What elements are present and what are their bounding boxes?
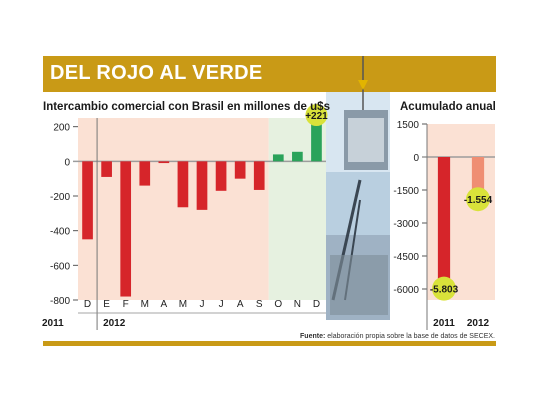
x-tick-label: M [141, 299, 149, 310]
bar-j [215, 161, 227, 191]
acc-x-label: 2011 [433, 318, 455, 329]
bar-j [196, 161, 208, 210]
bar-o [272, 154, 284, 162]
x-tick-label: A [161, 299, 168, 310]
bar-d [82, 161, 93, 240]
bar-s [253, 161, 265, 190]
accumulated-background [427, 124, 495, 300]
acc-bars: -5.803 2011 -1.554 2012 [430, 157, 493, 329]
acc-value-label: -1.554 [464, 195, 493, 206]
x-tick-label: D [313, 299, 320, 310]
highlight-value-label: +221 [305, 111, 328, 122]
acc-bar-2011 [437, 157, 451, 285]
source-label: Fuente: [300, 333, 326, 340]
source-note: Fuente: elaboración propia sobre la base… [190, 333, 495, 340]
highlight-marker [305, 104, 328, 127]
header-title: DEL ROJO AL VERDE [50, 62, 263, 84]
x-tick-label: D [84, 299, 91, 310]
x-tick-label: E [103, 299, 110, 310]
acc-value-marker [432, 276, 456, 301]
x-tick-label: F [123, 299, 129, 310]
bar-m [139, 161, 151, 186]
acc-bar-2012 [471, 157, 485, 192]
bar-a [234, 161, 246, 179]
x-tick-label: S [256, 299, 263, 310]
main-bars: +221 [82, 104, 328, 297]
main-chart-title: Intercambio comercial con Brasil en mill… [43, 101, 330, 113]
port-photo [326, 56, 390, 320]
x-tick-label: A [237, 299, 244, 310]
acc-y-tick-label: -1500 [393, 186, 419, 197]
acc-y-tick-label: 1500 [397, 120, 420, 131]
acc-y-tick-label: 0 [413, 153, 419, 164]
acc-chart-title: Acumulado anual [400, 101, 496, 113]
bar-m [177, 161, 189, 208]
year-label: 2011 [42, 318, 64, 329]
x-tick-label: O [274, 299, 282, 310]
footer-rule [43, 341, 496, 346]
acc-value-marker [466, 187, 490, 212]
bar-n [292, 151, 303, 162]
main-y-tick-label: 200 [53, 123, 70, 134]
bar-f [120, 161, 132, 297]
source-text: elaboración propia sobre la base de dato… [327, 333, 495, 340]
acc-value-label: -5.803 [430, 285, 459, 296]
main-y-tick-label: -400 [50, 227, 70, 238]
x-tick-label: N [294, 299, 301, 310]
main-y-tick-label: -800 [50, 296, 70, 307]
bar-a [158, 161, 170, 164]
x-tick-label: J [219, 299, 224, 310]
bar-d [311, 123, 322, 162]
acc-y-tick-label: -4500 [393, 252, 419, 263]
header-bar [43, 56, 496, 92]
negative-zone-background [78, 118, 269, 300]
acc-y-tick-label: -3000 [393, 219, 419, 230]
main-y-tick-label: -200 [50, 192, 70, 203]
acc-x-label: 2012 [467, 318, 490, 329]
bar-e [101, 161, 112, 177]
x-tick-label: M [179, 299, 187, 310]
main-y-tick-label: 0 [64, 157, 70, 168]
acc-y-tick-label: -6000 [393, 285, 419, 296]
year-label: 2012 [103, 318, 126, 329]
x-tick-label: J [200, 299, 205, 310]
main-y-tick-label: -600 [50, 261, 70, 272]
